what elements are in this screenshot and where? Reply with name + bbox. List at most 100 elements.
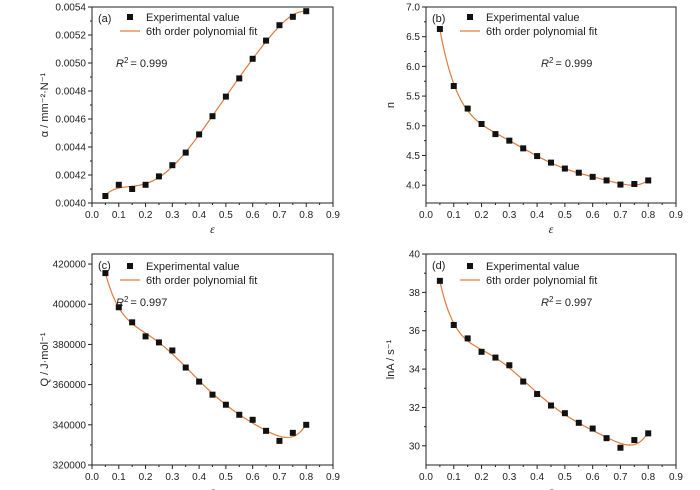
data-point <box>520 378 527 385</box>
x-tick-label: 0.6 <box>586 210 600 221</box>
legend-line-label: 6th order polynomial fit <box>146 26 257 38</box>
fit-curve <box>439 29 649 186</box>
r-squared-annotation: R2 = 0.997 <box>541 295 592 309</box>
y-tick-label: 6.5 <box>406 32 420 43</box>
data-point <box>169 162 176 169</box>
data-point <box>222 401 229 408</box>
y-tick-label: 36 <box>409 326 421 337</box>
data-point <box>236 411 243 418</box>
data-point <box>589 425 596 432</box>
y-tick-label: 5.5 <box>406 92 420 103</box>
panel-label: (a) <box>98 13 111 25</box>
x-tick-label: 0.2 <box>139 472 153 483</box>
data-point <box>617 181 624 188</box>
data-point <box>249 416 256 423</box>
data-point <box>478 121 485 128</box>
y-tick-label: 420000 <box>53 260 87 271</box>
fit-curve <box>439 281 649 446</box>
x-tick-label: 0.8 <box>641 210 655 221</box>
chart-panel-3: 0.0 0.1 0.2 0.3 0.4 0.5 0.6 0.7 0.8 0.9 30 32 34 36 38… <box>385 250 683 490</box>
r-squared-annotation: R2 = 0.999 <box>541 56 592 70</box>
legend-marker-icon <box>467 263 473 269</box>
x-tick-label: 0.0 <box>85 210 99 221</box>
y-tick-label: 360000 <box>53 380 87 391</box>
x-tick-label: 0.4 <box>192 472 206 483</box>
panel-label: (d) <box>432 260 445 272</box>
x-tick-label: 0.5 <box>219 472 233 483</box>
data-point <box>492 354 499 361</box>
data-point <box>155 339 162 346</box>
y-tick-label: 0.0044 <box>55 143 86 154</box>
panel-label: (c) <box>98 260 111 272</box>
y-axis-label: n <box>385 102 397 108</box>
y-tick-label: 320000 <box>53 461 87 472</box>
y-tick-label: 34 <box>409 365 421 376</box>
data-point <box>561 410 568 417</box>
x-tick-label: 0.9 <box>326 472 340 483</box>
legend-marker-label: Experimental value <box>486 261 580 273</box>
x-tick-label: 0.7 <box>613 210 627 221</box>
x-axis-label: ε <box>210 484 215 490</box>
data-point <box>129 186 136 192</box>
data-point <box>196 378 203 385</box>
x-tick-label: 0.5 <box>219 210 233 221</box>
data-point <box>450 321 457 328</box>
data-point <box>289 13 296 20</box>
data-point <box>617 444 624 451</box>
data-point <box>115 304 122 311</box>
data-point <box>129 319 136 326</box>
data-point <box>222 93 229 100</box>
legend-marker-icon <box>127 263 133 269</box>
y-tick-label: 38 <box>409 288 421 299</box>
data-point <box>303 421 310 428</box>
x-tick-label: 0.8 <box>299 210 313 221</box>
x-tick-label: 0.4 <box>192 210 206 221</box>
x-tick-label: 0.6 <box>586 472 600 483</box>
data-point <box>236 75 243 82</box>
x-tick-label: 0.1 <box>447 210 461 221</box>
data-point <box>102 270 109 277</box>
data-point <box>464 105 471 112</box>
x-tick-label: 0.0 <box>419 210 433 221</box>
data-point <box>478 348 485 355</box>
x-tick-label: 0.1 <box>112 210 126 221</box>
legend-marker-label: Experimental value <box>486 12 580 24</box>
x-tick-label: 0.9 <box>669 210 683 221</box>
data-point <box>182 364 189 371</box>
y-tick-label: 380000 <box>53 340 87 351</box>
y-axis-label: Q / J·mol⁻¹ <box>39 332 51 386</box>
y-tick-label: 0.0046 <box>55 115 86 126</box>
x-tick-label: 0.3 <box>502 210 516 221</box>
data-point <box>289 429 296 436</box>
panel-label: (b) <box>432 13 445 25</box>
x-tick-label: 0.1 <box>447 472 461 483</box>
x-tick-label: 0.0 <box>419 472 433 483</box>
data-point <box>450 82 457 89</box>
data-point <box>575 169 582 176</box>
y-tick-label: 32 <box>409 403 421 414</box>
y-tick-label: 0.0050 <box>55 59 86 70</box>
data-point <box>506 362 513 369</box>
r-squared-annotation: R2 = 0.997 <box>116 295 167 309</box>
x-tick-label: 0.8 <box>299 472 313 483</box>
y-tick-label: 0.0040 <box>55 199 86 210</box>
x-tick-label: 0.5 <box>558 210 572 221</box>
data-point <box>249 55 256 62</box>
data-point <box>561 165 568 172</box>
y-tick-label: 4.0 <box>406 181 420 192</box>
x-tick-label: 0.9 <box>669 472 683 483</box>
y-axis-label: lnA / s⁻¹ <box>385 339 397 379</box>
data-point <box>575 419 582 426</box>
x-tick-label: 0.2 <box>139 210 153 221</box>
y-tick-label: 0.0042 <box>55 171 86 182</box>
data-point <box>645 177 652 184</box>
data-point <box>182 149 189 156</box>
x-tick-label: 0.4 <box>530 210 544 221</box>
x-tick-label: 0.1 <box>112 472 126 483</box>
data-point <box>520 145 527 152</box>
x-tick-label: 0.7 <box>272 210 286 221</box>
legend-marker-icon <box>467 14 473 20</box>
data-point <box>263 427 270 434</box>
data-point <box>436 25 443 32</box>
data-point <box>142 333 149 340</box>
